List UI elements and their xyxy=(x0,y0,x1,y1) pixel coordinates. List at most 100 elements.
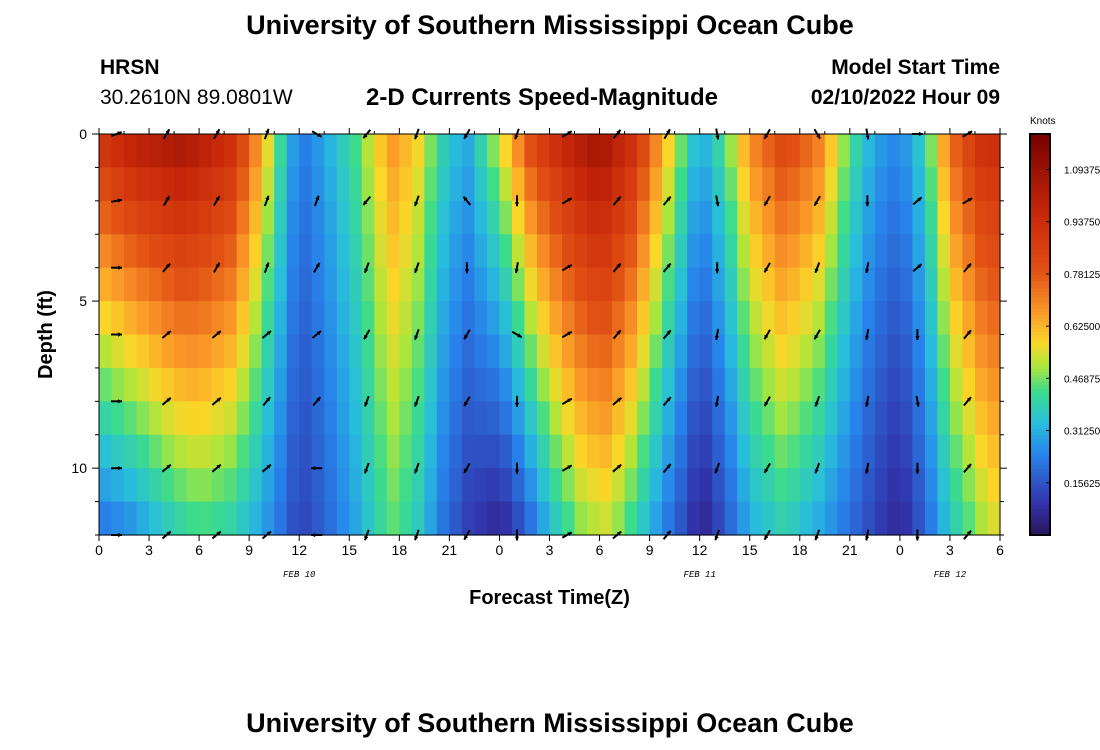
x-tick-label: 12 xyxy=(692,542,708,558)
x-tick-label: 0 xyxy=(496,542,504,558)
heatmap-cell xyxy=(249,200,263,235)
current-vector xyxy=(561,397,573,405)
heatmap-cell xyxy=(524,134,538,169)
heatmap-cell xyxy=(424,134,438,169)
heatmap-cell xyxy=(486,334,501,369)
heatmap-cell xyxy=(737,200,751,235)
heatmap-cell xyxy=(787,468,801,503)
heatmap-cell xyxy=(236,367,250,402)
vector-head xyxy=(265,195,270,201)
heatmap-cell xyxy=(511,134,526,169)
heatmap-cell xyxy=(949,501,964,536)
heatmap-cell xyxy=(199,401,213,436)
colorbar-segment xyxy=(1030,504,1050,509)
current-vectors xyxy=(110,128,973,541)
x-tick-label: 18 xyxy=(792,542,808,558)
vector-head xyxy=(316,397,321,402)
colorbar-segment xyxy=(1030,528,1050,533)
heatmap-cell xyxy=(712,234,726,269)
heatmap-cell xyxy=(837,367,851,402)
heatmap-cell xyxy=(849,434,863,469)
heatmap-cell xyxy=(849,267,863,302)
current-vector xyxy=(263,195,270,207)
current-vector xyxy=(111,265,122,270)
colorbar-segment xyxy=(1030,478,1050,483)
vector-head xyxy=(865,402,870,407)
vector-head xyxy=(165,196,170,201)
heatmap-cell xyxy=(637,200,651,235)
heatmap-cell xyxy=(912,334,926,369)
heatmap-cell xyxy=(261,434,275,469)
current-vector xyxy=(312,396,322,407)
heatmap-cell xyxy=(424,468,438,503)
heatmap-cell xyxy=(962,200,976,235)
heatmap-cell xyxy=(199,301,213,336)
heatmap-cell xyxy=(612,367,626,402)
heatmap-cell xyxy=(799,167,813,202)
heatmap-cell xyxy=(336,167,350,202)
heatmap-cell xyxy=(124,401,138,436)
vector-head xyxy=(616,129,621,135)
heatmap-cell xyxy=(111,401,125,436)
colorbar-segment xyxy=(1030,408,1050,412)
heatmap-cell xyxy=(824,401,838,436)
heatmap-cell xyxy=(799,367,813,402)
heatmap-cell xyxy=(912,434,926,469)
heatmap-cell xyxy=(211,334,225,369)
heatmap-cell xyxy=(174,334,188,369)
current-vector xyxy=(963,463,972,474)
current-vector xyxy=(715,195,720,207)
vector-head xyxy=(364,334,368,340)
heatmap-cell xyxy=(324,267,338,302)
heatmap-cell xyxy=(662,134,676,169)
vector-head xyxy=(166,531,171,536)
heatmap-cell xyxy=(511,367,526,402)
vector-head xyxy=(666,397,671,402)
heatmap-cell xyxy=(424,501,438,536)
heatmap-cell xyxy=(436,134,450,169)
vector-head xyxy=(364,402,369,407)
heatmap-cell xyxy=(211,501,225,536)
heatmap-cell xyxy=(662,167,676,202)
vector-head xyxy=(816,134,820,139)
current-vector xyxy=(414,262,420,274)
heatmap-cell xyxy=(286,267,300,302)
heatmap-cell xyxy=(536,334,551,369)
colorbar-segment xyxy=(1030,331,1050,336)
heatmap-cell xyxy=(261,134,275,169)
colorbar-segment xyxy=(1030,384,1050,389)
heatmap-cell xyxy=(274,134,288,169)
heatmap-cell xyxy=(687,301,701,336)
current-vector xyxy=(462,195,472,206)
vector-head xyxy=(215,262,220,268)
heatmap-cell xyxy=(837,167,851,202)
heatmap-cell xyxy=(461,434,476,469)
heatmap-cell xyxy=(461,167,476,202)
heatmap-cell xyxy=(236,401,250,436)
heatmap-cell xyxy=(474,267,488,302)
heatmap-cell xyxy=(199,167,213,202)
heatmap-cell xyxy=(199,468,213,503)
heatmap-cell xyxy=(149,167,163,202)
heatmap-cell xyxy=(662,267,676,302)
heatmap-cell xyxy=(762,301,776,336)
colorbar-segment xyxy=(1030,147,1050,152)
colorbar-segment xyxy=(1030,254,1050,259)
heatmap-cell xyxy=(486,301,501,336)
heatmap-cell xyxy=(374,234,388,269)
colorbar-segment xyxy=(1030,170,1050,175)
heatmap-cell xyxy=(524,234,538,269)
heatmap-cell xyxy=(311,134,325,169)
vector-head xyxy=(166,464,171,469)
heatmap-cell xyxy=(411,401,425,436)
heatmap-cell xyxy=(249,134,263,169)
heatmap-cell xyxy=(962,134,976,169)
heatmap-cell xyxy=(449,134,463,169)
vector-head xyxy=(118,466,122,471)
heatmap-cell xyxy=(136,134,150,169)
heatmap-cell xyxy=(211,367,225,402)
heatmap-cell xyxy=(812,134,826,169)
current-vector xyxy=(865,195,870,207)
vector-head xyxy=(715,135,720,140)
colorbar-segment xyxy=(1030,501,1050,506)
